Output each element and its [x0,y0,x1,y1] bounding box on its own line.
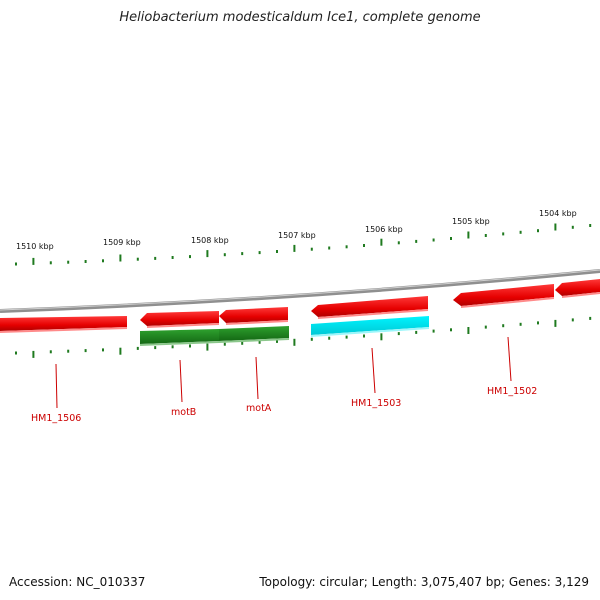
genome-backbone-highlight [0,269,600,311]
genome-backbone [0,269,600,313]
leader-motb [179,359,183,403]
gene-label-motb: motB [171,407,196,418]
gene-next-shadow [562,292,600,298]
scale-label: 1508 kbp [191,236,229,245]
gene-hm1-1506-shadow [0,327,127,333]
leader-hm1-1503 [371,347,376,394]
gene-labels: HM1_1506 motB motA HM1_1503 HM1_1502 [31,386,537,424]
gene-hm1-1502[interactable] [453,284,554,306]
scale-label: 1507 kbp [278,231,316,240]
label-leaders [55,336,512,409]
scale-label: 1509 kbp [103,238,141,247]
gene-label-hm1-1503: HM1_1503 [351,398,401,409]
band-motb-shadow [140,341,219,346]
scale-ticks-lower [15,316,592,358]
band-hm1-1503 [311,316,429,335]
band-hm1-1503-shadow [311,327,429,337]
gene-mota-shadow [226,320,288,325]
leader-hm1-1502 [507,336,512,382]
gene-label-hm1-1502: HM1_1502 [487,386,537,397]
leader-hm1-1506 [55,363,58,409]
gene-motb[interactable] [140,311,219,326]
band-motb [140,329,219,344]
gene-next[interactable] [555,279,600,296]
gene-hm1-1503[interactable] [311,296,428,317]
gene-motb-shadow [147,323,219,328]
scale-label: 1506 kbp [365,225,403,234]
gene-label-mota: motA [246,403,272,414]
scale-labels: 1510 kbp 1509 kbp 1508 kbp 1507 kbp 1506… [16,209,577,251]
scale-label: 1510 kbp [16,242,54,251]
gene-hm1-1506[interactable] [0,316,127,331]
leader-mota [255,356,259,400]
map-title: Heliobacterium modesticaldum Ice1, compl… [119,10,481,25]
scale-label: 1505 kbp [452,217,490,226]
gene-label-hm1-1506: HM1_1506 [31,413,81,424]
band-mota-shadow [219,338,289,343]
gene-hm1-1502-shadow [461,297,554,308]
band-mota [219,326,289,341]
topology-text: Topology: circular; Length: 3,075,407 bp… [259,575,589,589]
reverse-strand-genes [0,279,600,333]
scale-label: 1504 kbp [539,209,577,218]
accession-text: Accession: NC_010337 [9,575,146,589]
scale-ticks-upper [15,223,592,266]
gene-mota[interactable] [219,307,288,323]
functional-bands [140,316,429,346]
gene-hm1-1503-shadow [318,309,428,319]
